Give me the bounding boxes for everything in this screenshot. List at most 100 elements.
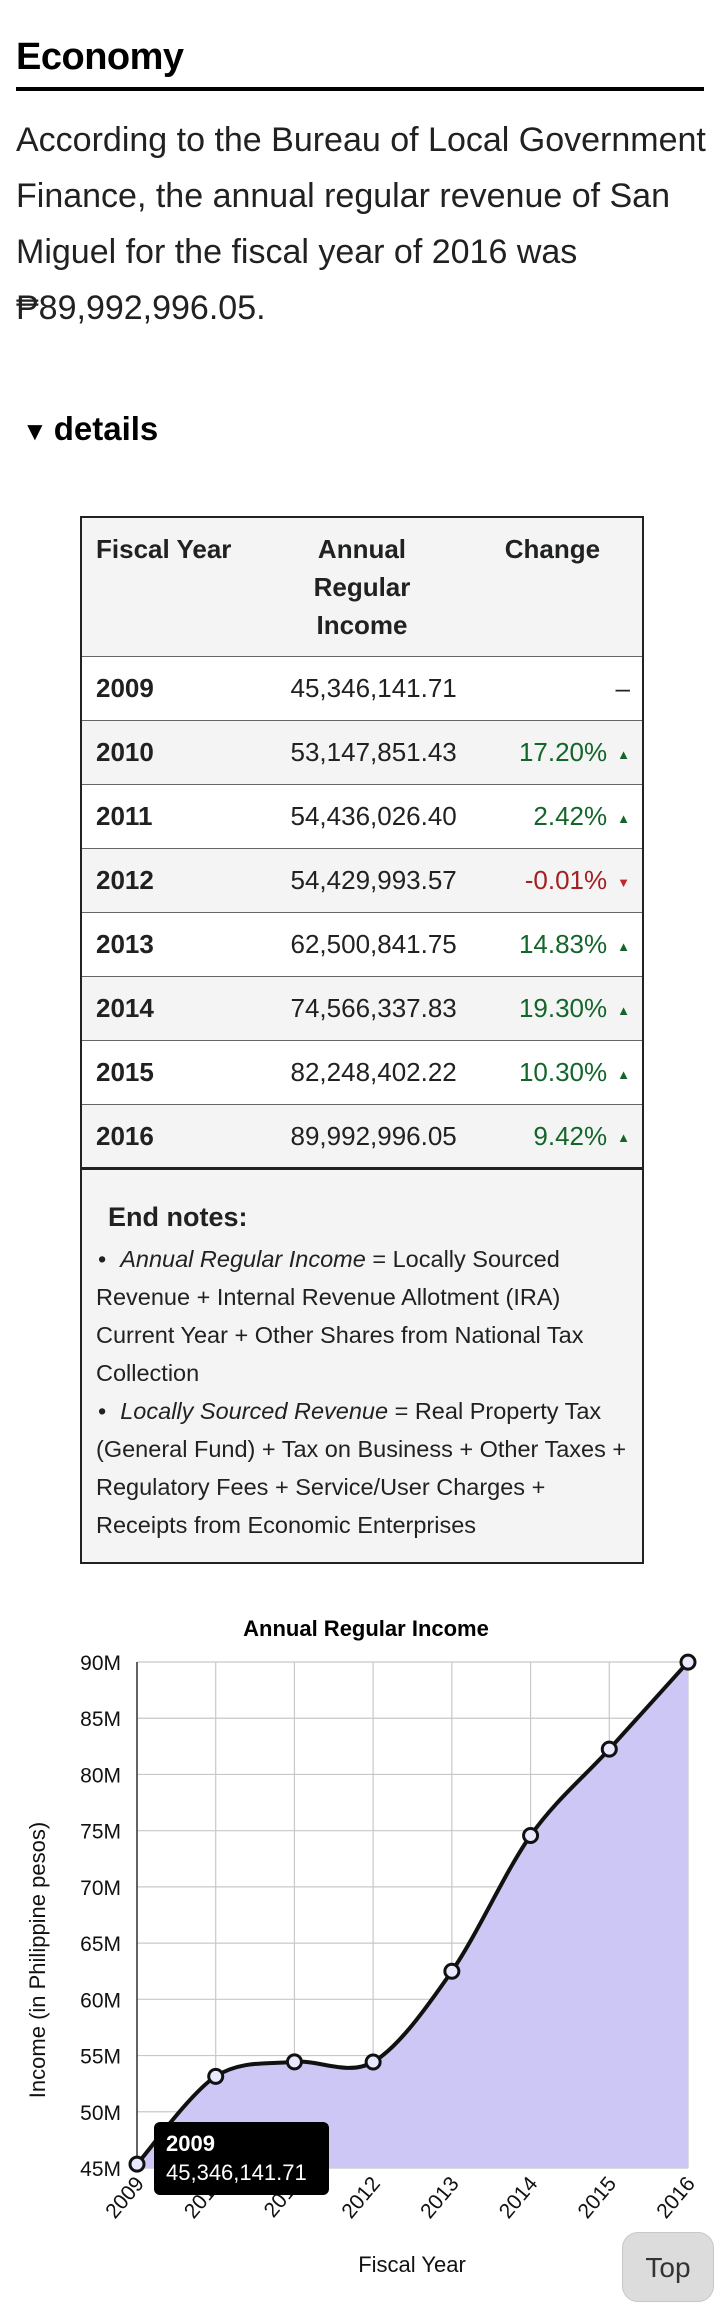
chart-title: Annual Regular Income	[243, 1616, 489, 1641]
triangle-up-icon: ▲	[617, 1066, 630, 1082]
cell-income: 54,436,026.40	[261, 784, 463, 849]
cell-fiscal-year: 2012	[82, 848, 262, 913]
y-tick-label: 55M	[80, 2046, 121, 2069]
cell-income: 62,500,841.75	[261, 912, 463, 977]
cell-change: 14.83% ▲	[462, 912, 642, 977]
x-tick-label: 2015	[573, 2172, 621, 2223]
cell-income: 45,346,141.71	[261, 656, 463, 721]
x-tick-label: 2016	[652, 2172, 700, 2223]
y-tick-label: 50M	[80, 2102, 121, 2125]
y-tick-label: 85M	[80, 1708, 121, 1731]
table-row: 2016 89,992,996.05 9.42% ▲	[82, 1104, 642, 1170]
y-tick-label: 65M	[80, 1933, 121, 1956]
end-note-definition: = Locally Sourced Revenue + Internal Rev…	[96, 1246, 584, 1386]
bullet-icon: •	[98, 1398, 107, 1424]
income-chart: Annual Regular Income 45M 50M 55M 60M 65M 70M…	[25, 1616, 700, 2277]
table-row: 2013 62,500,841.75 14.83% ▲	[82, 912, 642, 977]
y-tick-label: 60M	[80, 1989, 121, 2012]
change-value: 14.83%	[518, 929, 608, 959]
cell-change: 10.30% ▲	[462, 1040, 642, 1105]
data-points	[128, 1653, 697, 2173]
cell-change: -0.01% ▼	[462, 848, 642, 913]
cell-change: 2.42% ▲	[462, 784, 642, 849]
y-axis-ticks: 45M 50M 55M 60M 65M 70M 75M 80M 85M 90M	[80, 1652, 121, 2181]
table-body: 2009 45,346,141.71–2010 53,147,851.43 17.20…	[82, 656, 642, 1170]
cell-change: 17.20% ▲	[462, 720, 642, 785]
table-row: 2012 54,429,993.57 -0.01% ▼	[82, 848, 642, 913]
details-label: details	[53, 410, 159, 447]
cell-change: –	[462, 656, 642, 721]
y-tick-label: 80M	[80, 1764, 121, 1787]
triangle-up-icon: ▲	[617, 810, 630, 826]
end-note-definition: = Real Property Tax (General Fund) + Tax…	[96, 1398, 627, 1538]
end-notes: End notes: • Annual Regular Income = Loca…	[82, 1170, 642, 1562]
cell-income: 53,147,851.43	[261, 720, 463, 785]
header-annual-regular-income: Annual Regular Income	[261, 518, 463, 657]
data-point[interactable]	[443, 1962, 461, 1980]
data-point[interactable]	[600, 1740, 618, 1758]
triangle-down-icon: ▼	[22, 416, 48, 446]
details-toggle[interactable]: ▼ details	[22, 410, 158, 448]
cell-fiscal-year: 2014	[82, 976, 262, 1041]
header-fiscal-year: Fiscal Year	[82, 518, 262, 657]
income-table: Fiscal Year Annual Regular Income Change…	[82, 518, 642, 1170]
triangle-up-icon: ▲	[617, 1002, 630, 1018]
y-tick-label: 70M	[80, 1877, 121, 1900]
change-value: 17.20%	[518, 737, 608, 767]
cell-fiscal-year: 2010	[82, 720, 262, 785]
change-value: –	[615, 673, 630, 703]
x-tick-label: 2012	[337, 2172, 385, 2223]
cell-change: 19.30% ▲	[462, 976, 642, 1041]
cell-fiscal-year: 2016	[82, 1104, 262, 1170]
data-point[interactable]	[128, 2155, 146, 2173]
x-tick-label: 2013	[416, 2172, 464, 2223]
change-value: -0.01%	[524, 865, 608, 895]
tooltip-year: 2009	[166, 2131, 215, 2156]
top-button[interactable]: Top	[622, 2232, 714, 2302]
table-row: 2011 54,436,026.40 2.42% ▲	[82, 784, 642, 849]
triangle-up-icon: ▲	[617, 938, 630, 954]
header-change: Change	[462, 518, 642, 657]
cell-fiscal-year: 2011	[82, 784, 262, 849]
cell-fiscal-year: 2013	[82, 912, 262, 977]
economy-paragraph: According to the Bureau of Local Governm…	[16, 121, 706, 327]
data-point[interactable]	[679, 1653, 697, 1671]
cell-income: 54,429,993.57	[261, 848, 463, 913]
end-note-item: • Annual Regular Income = Locally Sourced…	[96, 1240, 628, 1392]
change-value: 19.30%	[518, 993, 608, 1023]
y-axis-label: Income (in Philippine pesos)	[25, 1822, 50, 2098]
data-point[interactable]	[522, 1827, 540, 1845]
end-note-item: • Locally Sourced Revenue = Real Property…	[96, 1392, 628, 1544]
chart-tooltip: 2009 45,346,141.71	[154, 2122, 329, 2195]
table-row: 2009 45,346,141.71 –	[82, 656, 642, 721]
change-value: 2.42%	[533, 801, 608, 831]
triangle-up-icon: ▲	[617, 1130, 630, 1146]
data-point[interactable]	[285, 2053, 303, 2071]
triangle-up-icon: ▲	[617, 746, 630, 762]
table-row: 2010 53,147,851.43 17.20% ▲	[82, 720, 642, 785]
bullet-icon: •	[98, 1246, 107, 1272]
end-note-term: Locally Sourced Revenue	[120, 1398, 389, 1424]
table-row: 2015 82,248,402.22 10.30% ▲	[82, 1040, 642, 1105]
end-note-term: Annual Regular Income	[120, 1246, 366, 1272]
end-notes-title: End notes:	[108, 1202, 248, 1232]
y-tick-label: 45M	[80, 2158, 121, 2181]
cell-income: 82,248,402.22	[261, 1040, 463, 1105]
tooltip-value: 45,346,141.71	[166, 2160, 307, 2185]
cell-fiscal-year: 2015	[82, 1040, 262, 1105]
cell-fiscal-year: 2009	[82, 656, 262, 721]
change-value: 10.30%	[518, 1057, 608, 1087]
cell-change: 9.42% ▲	[462, 1104, 642, 1170]
cell-income: 74,566,337.83	[261, 976, 463, 1041]
table-row: 2014 74,566,337.83 19.30% ▲	[82, 976, 642, 1041]
data-point[interactable]	[207, 2067, 225, 2085]
income-area	[137, 1662, 688, 2168]
change-value: 9.42%	[533, 1120, 608, 1151]
y-tick-label: 75M	[80, 1821, 121, 1844]
x-tick-label: 2014	[495, 2172, 543, 2223]
triangle-down-icon: ▼	[617, 874, 630, 890]
data-point[interactable]	[364, 2053, 382, 2071]
income-table-container: Fiscal Year Annual Regular Income Change…	[80, 516, 644, 1564]
section-heading: Economy	[16, 36, 704, 91]
income-line	[135, 1660, 690, 2166]
